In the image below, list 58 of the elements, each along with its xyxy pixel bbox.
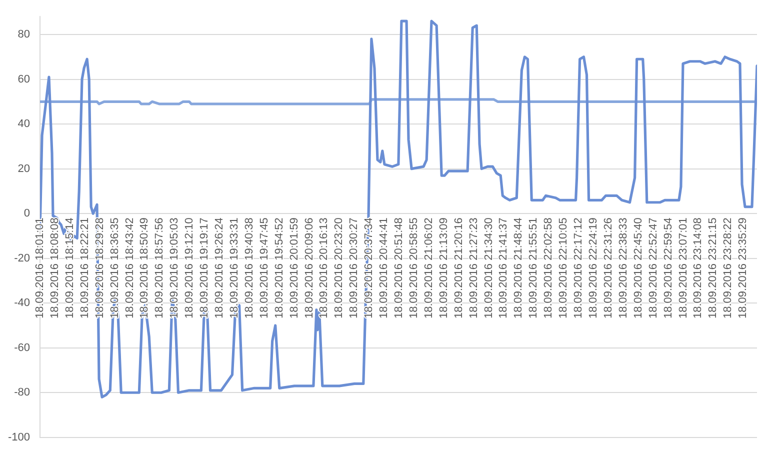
x-tick-label: 18.09.2016 23:07:01 — [677, 218, 690, 319]
x-tick-label: 18.09.2016 21:34:30 — [482, 218, 495, 319]
x-tick-label: 18.09.2016 18:29:28 — [94, 218, 106, 319]
x-tick-label: 18.09.2016 20:23:20 — [333, 218, 346, 319]
x-tick-label: 18.09.2016 18:22:21 — [78, 218, 91, 319]
x-tick-label: 18.09.2016 20:16:13 — [318, 218, 330, 319]
x-tick-label: 18.09.2016 22:31:26 — [602, 218, 614, 319]
x-tick-label: 18.09.2016 22:02:58 — [542, 218, 555, 319]
x-tick-label: 18.09.2016 19:47:45 — [258, 218, 270, 319]
x-tick-label: 18.09.2016 19:19:17 — [198, 218, 211, 319]
x-tick-label: 18.09.2016 23:28:22 — [722, 218, 734, 319]
y-tick-label: -40 — [14, 297, 30, 310]
x-tick-label: 18.09.2016 21:41:37 — [498, 218, 510, 319]
x-tick-label: 18.09.2016 19:05:03 — [168, 218, 181, 319]
x-tick-label: 18.09.2016 22:24:19 — [587, 218, 600, 319]
y-tick-label: 80 — [18, 28, 30, 41]
x-tick-label: 18.09.2016 20:51:48 — [393, 218, 406, 319]
x-tick-label: 18.09.2016 18:01:01 — [34, 218, 46, 319]
x-tick-label: 18.09.2016 22:52:47 — [647, 218, 660, 319]
y-tick-label: -60 — [14, 342, 30, 354]
x-tick-label: 18.09.2016 18:43:42 — [124, 218, 136, 319]
x-tick-label: 18.09.2016 21:48:44 — [512, 218, 525, 319]
y-tick-label: 60 — [18, 73, 30, 86]
x-tick-label: 18.09.2016 20:09:06 — [303, 218, 316, 319]
x-tick-label: 18.09.2016 21:06:02 — [422, 218, 435, 319]
x-tick-label: 18.09.2016 22:17:12 — [572, 218, 585, 319]
x-tick-label: 18.09.2016 18:57:56 — [154, 218, 166, 319]
x-tick-label: 18.09.2016 18:50:49 — [138, 218, 151, 319]
x-tick-label: 18.09.2016 21:13:09 — [438, 218, 450, 319]
x-tick-label: 18.09.2016 18:36:35 — [108, 218, 121, 319]
x-tick-label: 18.09.2016 23:21:15 — [707, 218, 720, 319]
x-tick-label: 18.09.2016 20:01:59 — [288, 218, 300, 319]
y-tick-label: -100 — [8, 431, 30, 444]
x-tick-label: 18.09.2016 18:08:08 — [48, 218, 61, 319]
x-tick-label: 18.09.2016 19:40:38 — [243, 218, 256, 319]
x-tick-label: 18.09.2016 19:33:31 — [228, 218, 240, 319]
x-tick-label: 18.09.2016 19:54:52 — [273, 218, 286, 319]
x-tick-label: 18.09.2016 20:44:41 — [378, 218, 390, 319]
x-tick-label: 18.09.2016 21:27:23 — [468, 218, 480, 319]
x-tick-label: 18.09.2016 19:12:10 — [184, 218, 196, 319]
y-tick-label: 20 — [18, 162, 30, 175]
x-tick-label: 18.09.2016 22:45:40 — [632, 218, 644, 319]
y-tick-label: -20 — [14, 252, 30, 264]
x-tick-label: 18.09.2016 22:10:05 — [558, 218, 570, 319]
x-tick-label: 18.09.2016 22:59:54 — [662, 218, 674, 319]
y-tick-label: 0 — [24, 208, 30, 220]
y-tick-label: -80 — [14, 386, 30, 399]
x-tick-label: 18.09.2016 23:14:08 — [692, 218, 704, 319]
x-tick-label: 18.09.2016 18:15:14 — [64, 218, 76, 319]
x-tick-label: 18.09.2016 20:30:27 — [348, 218, 360, 319]
x-tick-label: 18.09.2016 21:20:16 — [452, 218, 465, 319]
x-tick-label: 18.09.2016 21:55:51 — [528, 218, 540, 319]
x-tick-label: 18.09.2016 19:26:24 — [214, 218, 226, 319]
x-tick-label: 18.09.2016 20:58:55 — [408, 218, 420, 319]
x-tick-label: 18.09.2016 20:37:34 — [363, 218, 376, 319]
x-tick-label: 18.09.2016 23:35:29 — [737, 218, 750, 319]
x-tick-label: 18.09.2016 22:38:33 — [617, 218, 630, 319]
y-tick-label: 40 — [18, 118, 30, 130]
